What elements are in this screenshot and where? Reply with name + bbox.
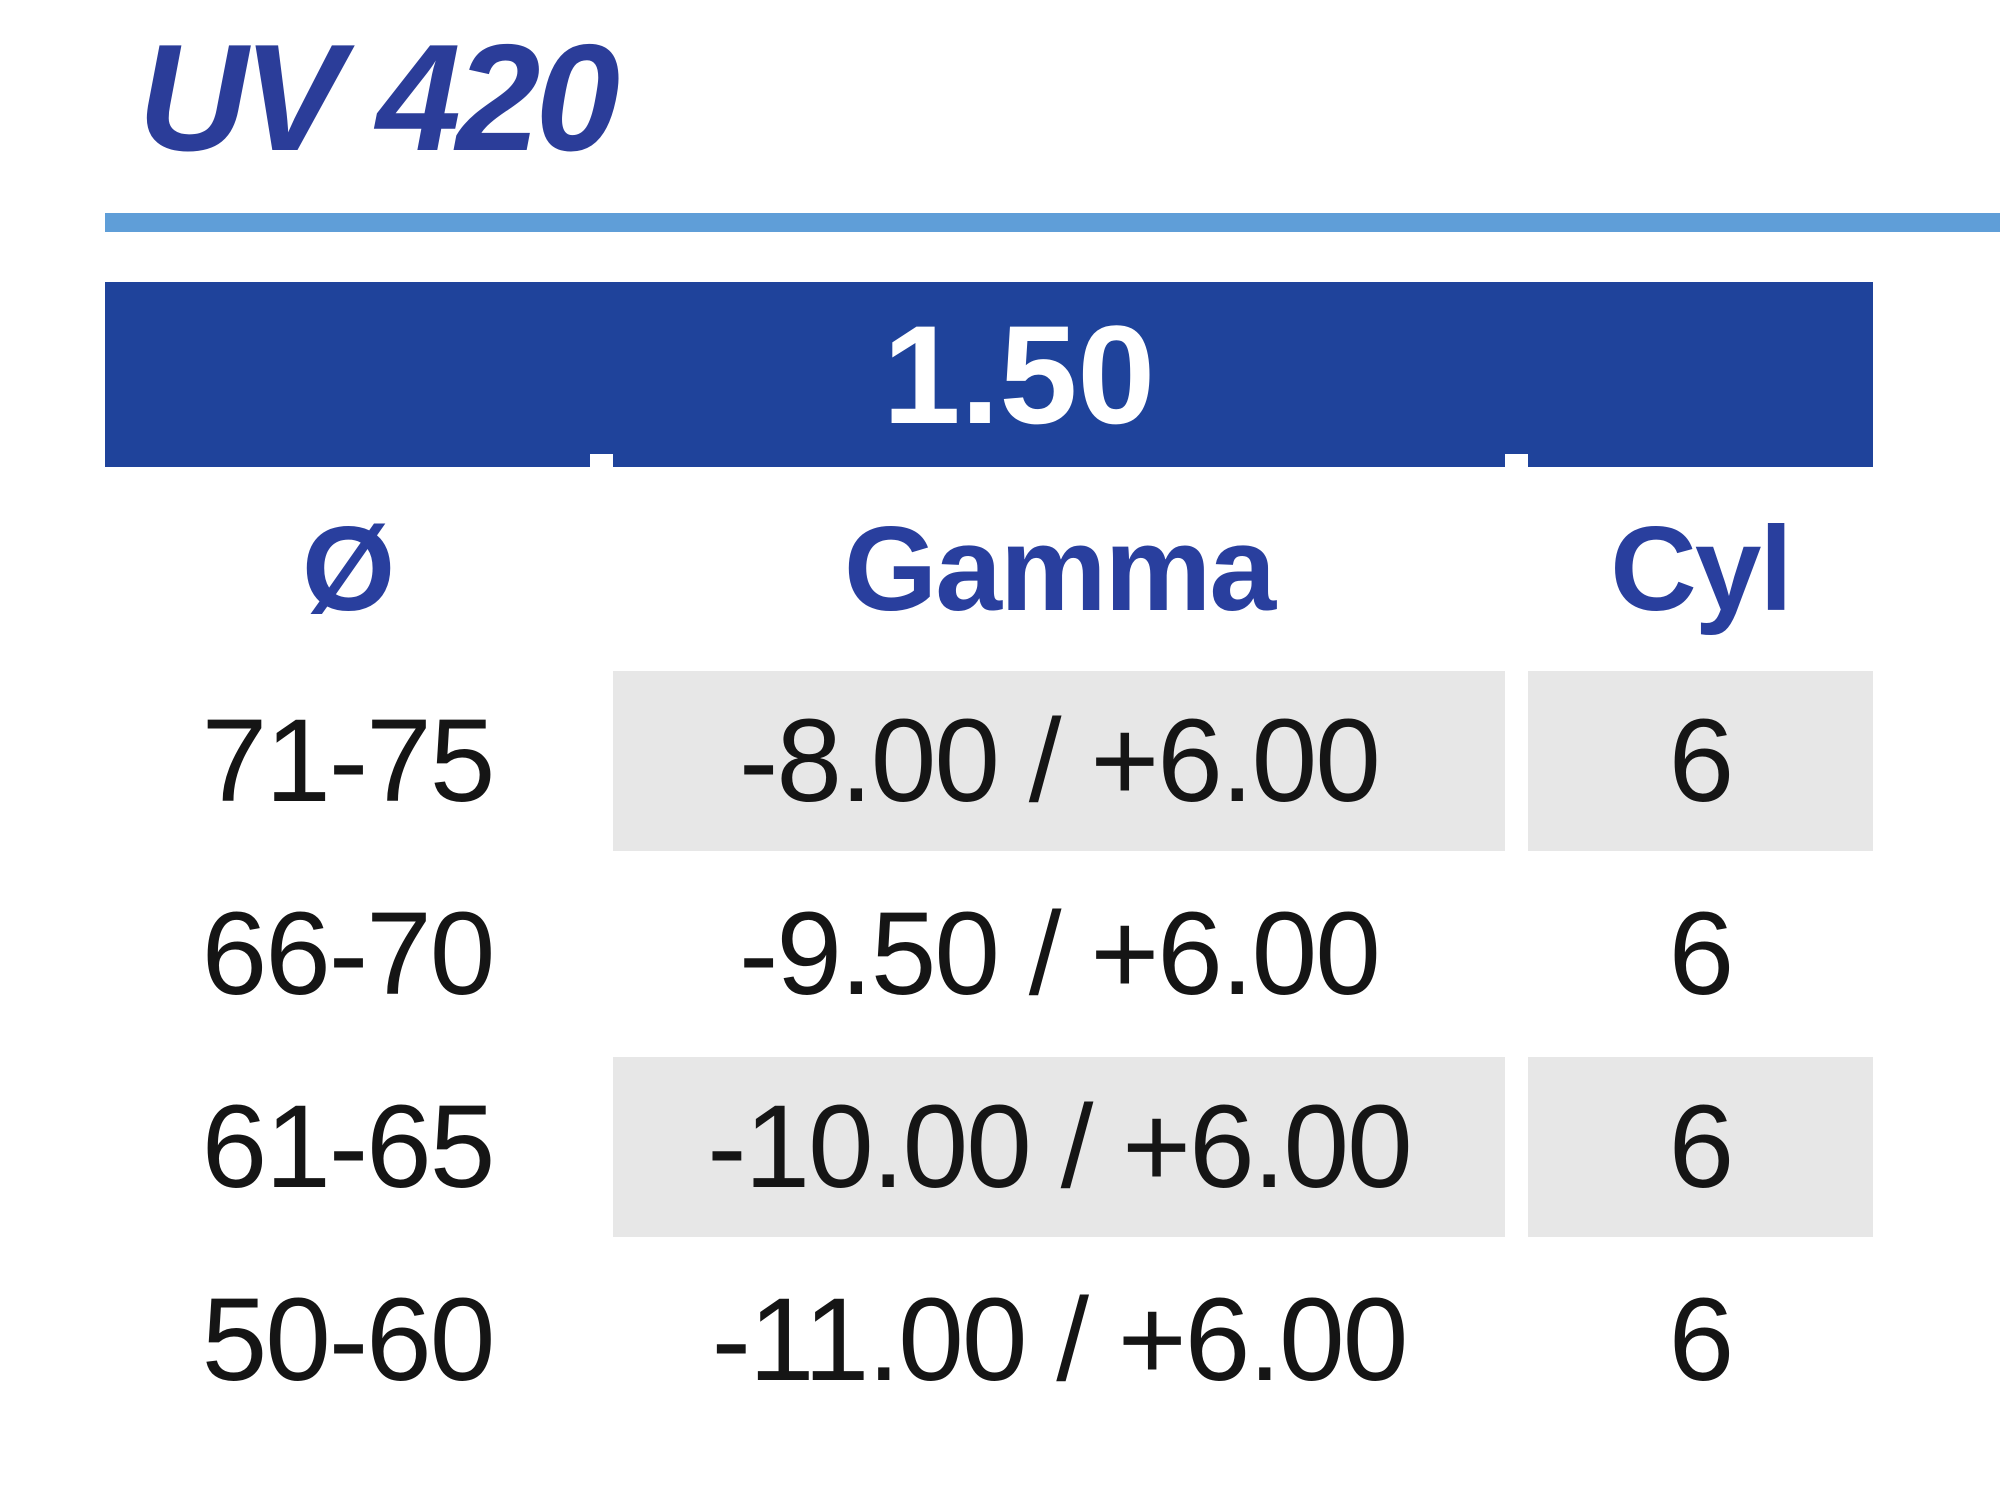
refractive-index-value: 1.50 xyxy=(882,295,1156,453)
cell-diameter: 66-70 xyxy=(201,888,496,1020)
cell-gamma: -10.00 / +6.00 xyxy=(613,1057,1505,1237)
cell-diameter: 61-65 xyxy=(201,1081,496,1213)
cell-diameter: 50-60 xyxy=(201,1274,496,1406)
column-header-diameter: Ø xyxy=(301,502,395,636)
cell-cyl: 6 xyxy=(1668,1274,1735,1406)
refractive-index-header-bar: 1.50 xyxy=(105,282,1873,467)
column-header-cyl: Cyl xyxy=(1610,502,1793,636)
title-underline xyxy=(105,213,2000,232)
column-gap-notch xyxy=(1505,454,1528,467)
column-gap-notch xyxy=(590,454,613,467)
cell-gamma: -9.50 / +6.00 xyxy=(739,888,1381,1020)
cell-cyl: 6 xyxy=(1668,888,1735,1020)
column-header-gamma: Gamma xyxy=(843,502,1276,636)
cell-cyl: 6 xyxy=(1528,671,1873,851)
cell-gamma: -11.00 / +6.00 xyxy=(711,1274,1409,1406)
page-title: UV 420 xyxy=(138,13,620,183)
lens-spec-table: 1.50 Ø Gamma Cyl 71-75 -8.00 / +6.00 6 6… xyxy=(105,282,1873,1430)
cell-diameter: 71-75 xyxy=(201,695,496,827)
cell-cyl: 6 xyxy=(1528,1057,1873,1237)
cell-gamma: -8.00 / +6.00 xyxy=(613,671,1505,851)
